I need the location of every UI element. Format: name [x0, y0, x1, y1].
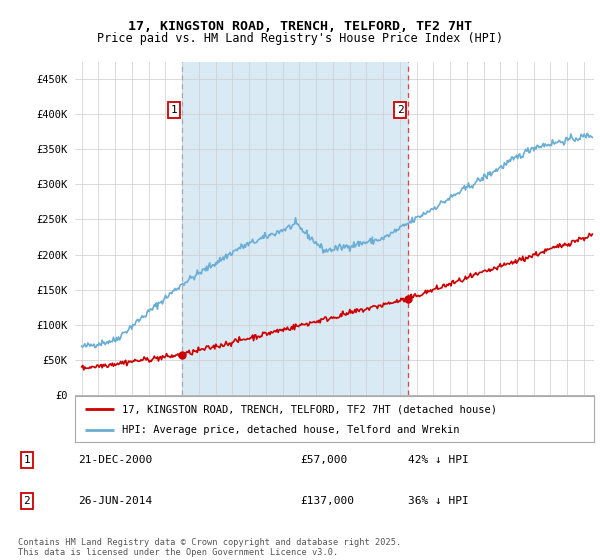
Text: 17, KINGSTON ROAD, TRENCH, TELFORD, TF2 7HT (detached house): 17, KINGSTON ROAD, TRENCH, TELFORD, TF2 … — [122, 404, 497, 414]
Text: 1: 1 — [23, 455, 31, 465]
Text: 21-DEC-2000: 21-DEC-2000 — [78, 455, 152, 465]
Text: 2: 2 — [23, 496, 31, 506]
Text: 42% ↓ HPI: 42% ↓ HPI — [408, 455, 469, 465]
Text: 1: 1 — [171, 105, 178, 115]
Text: £137,000: £137,000 — [300, 496, 354, 506]
Text: 2: 2 — [397, 105, 404, 115]
Text: Price paid vs. HM Land Registry's House Price Index (HPI): Price paid vs. HM Land Registry's House … — [97, 32, 503, 45]
Text: 26-JUN-2014: 26-JUN-2014 — [78, 496, 152, 506]
Bar — [182, 62, 408, 395]
Text: HPI: Average price, detached house, Telford and Wrekin: HPI: Average price, detached house, Telf… — [122, 424, 459, 435]
Text: 36% ↓ HPI: 36% ↓ HPI — [408, 496, 469, 506]
Text: Contains HM Land Registry data © Crown copyright and database right 2025.
This d: Contains HM Land Registry data © Crown c… — [18, 538, 401, 557]
Text: £57,000: £57,000 — [300, 455, 347, 465]
Text: 17, KINGSTON ROAD, TRENCH, TELFORD, TF2 7HT: 17, KINGSTON ROAD, TRENCH, TELFORD, TF2 … — [128, 20, 472, 32]
